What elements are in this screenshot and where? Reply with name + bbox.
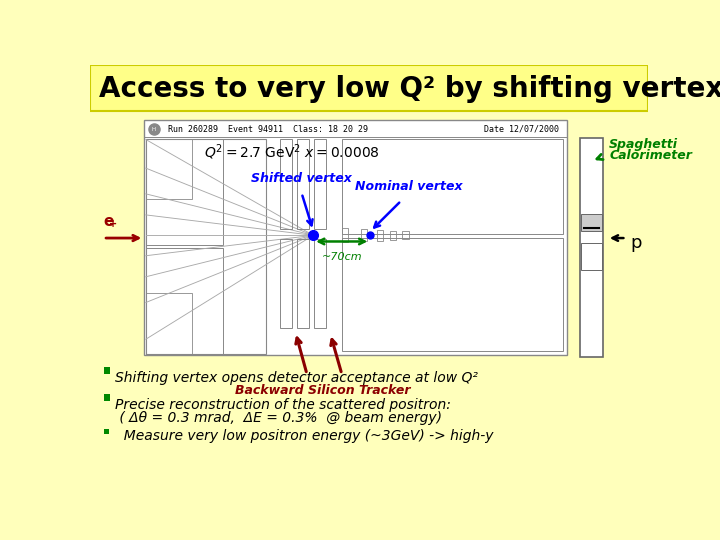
Bar [90, 111, 648, 481]
Bar [377, 230, 383, 240]
Text: e: e [103, 214, 114, 229]
Bar [581, 214, 601, 231]
Bar [342, 238, 563, 351]
Text: ( Δθ = 0.3 mrad,  ΔE = 0.3%  @ beam energy): ( Δθ = 0.3 mrad, ΔE = 0.3% @ beam energy… [114, 411, 442, 426]
Bar [361, 230, 367, 241]
Bar [314, 139, 325, 229]
Bar [145, 139, 192, 199]
Bar [104, 367, 110, 374]
Text: Access to very low Q² by shifting vertex(H1): Access to very low Q² by shifting vertex… [99, 76, 720, 104]
Bar [104, 429, 109, 434]
Bar [145, 248, 223, 354]
Text: Precise reconstruction of the scattered positron:: Precise reconstruction of the scattered … [114, 398, 451, 412]
Bar [342, 139, 563, 234]
Bar [580, 138, 603, 357]
Text: Nominal vertex: Nominal vertex [355, 180, 463, 193]
Bar [280, 139, 292, 229]
Text: $Q^2 = 2.7\ \mathrm{GeV}^2\ x = 0.0008$: $Q^2 = 2.7\ \mathrm{GeV}^2\ x = 0.0008$ [204, 143, 380, 163]
Bar [297, 139, 309, 229]
Text: Measure very low positron energy (~3GeV) -> high-y: Measure very low positron energy (~3GeV)… [114, 429, 493, 443]
Bar [314, 239, 325, 328]
Text: ~70cm: ~70cm [321, 252, 362, 262]
Text: p: p [630, 234, 642, 252]
Bar [145, 139, 266, 354]
Bar [90, 65, 648, 111]
Text: H: H [151, 127, 156, 132]
Bar [280, 239, 292, 328]
Bar [144, 120, 567, 355]
Bar [342, 228, 348, 242]
Bar [145, 293, 192, 354]
Text: Date 12/07/2000: Date 12/07/2000 [484, 125, 559, 134]
Bar [297, 239, 309, 328]
Text: Spaghetti: Spaghetti [609, 138, 678, 151]
Text: Run 260289  Event 94911  Class: 18 20 29: Run 260289 Event 94911 Class: 18 20 29 [168, 125, 367, 134]
Text: Calorimeter: Calorimeter [609, 148, 692, 162]
Bar [581, 243, 601, 270]
Text: Shifted vertex: Shifted vertex [251, 172, 352, 185]
Bar [390, 231, 396, 240]
Bar [402, 231, 408, 239]
Bar [145, 139, 223, 245]
Text: +: + [109, 219, 117, 229]
Text: Shifting vertex opens detector acceptance at low Q²: Shifting vertex opens detector acceptanc… [114, 372, 478, 385]
Text: Backward Silicon Tracker: Backward Silicon Tracker [235, 384, 410, 397]
Bar [104, 394, 110, 401]
